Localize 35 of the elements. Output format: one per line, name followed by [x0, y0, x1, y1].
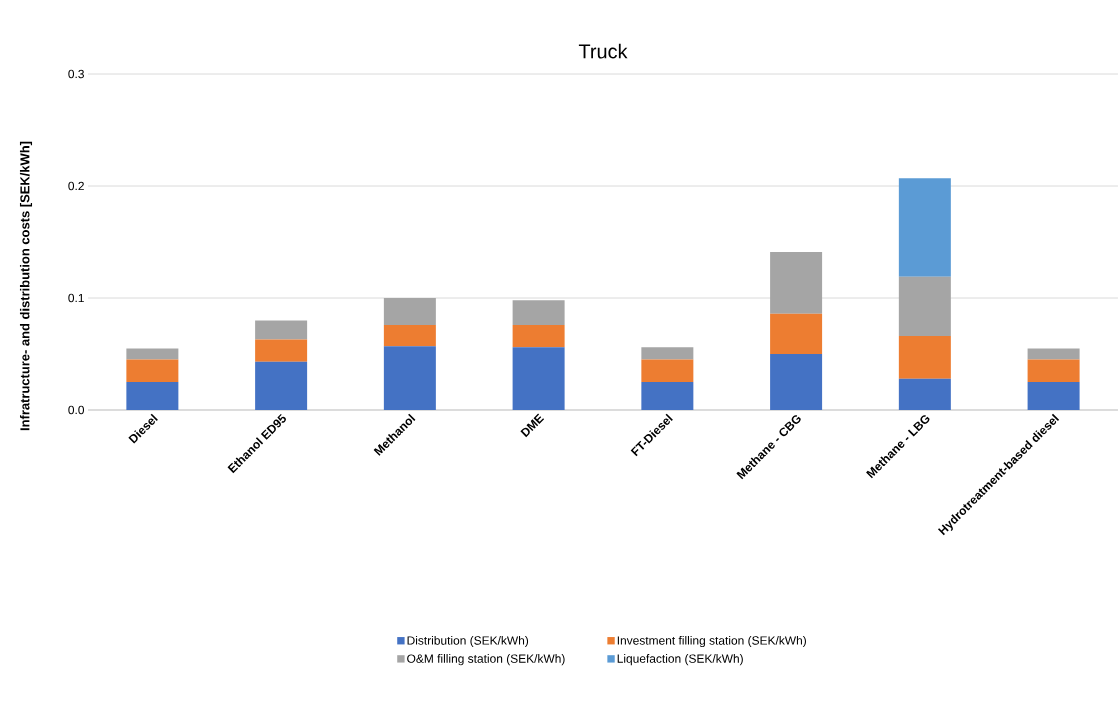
bar: [1027, 348, 1080, 360]
bar: [383, 298, 436, 325]
bar: [770, 354, 823, 410]
bar: [512, 324, 565, 348]
bar: [898, 178, 951, 277]
bar: [641, 359, 694, 382]
bar: [898, 378, 951, 410]
bar: [126, 359, 179, 382]
bar: [126, 382, 179, 410]
bar: [1027, 382, 1080, 410]
legend-label: Investment filling station (SEK/kWh): [617, 635, 806, 648]
bar: [383, 324, 436, 347]
bar: [641, 347, 694, 360]
y-tick-label: 0.2: [68, 181, 84, 191]
bar: [770, 252, 823, 314]
y-axis-title: Infratructure- and distribution costs [SEK/kWh]: [19, 141, 33, 431]
bar: [255, 320, 308, 340]
y-tick-label: 0.1: [68, 293, 84, 303]
legend-label: Distribution (SEK/kWh): [407, 635, 529, 648]
bar: [383, 346, 436, 410]
bar: [1027, 359, 1080, 382]
legend-label: Liquefaction (SEK/kWh): [617, 654, 743, 666]
y-tick-label: 0.0: [68, 405, 85, 415]
bar: [255, 339, 308, 362]
chart-title: Truck: [578, 43, 628, 59]
bar: [126, 348, 179, 360]
bar: [512, 300, 565, 325]
bar: [770, 313, 823, 354]
legend-label: O&M filling station (SEK/kWh): [407, 654, 565, 666]
bar: [641, 382, 694, 410]
y-tick-label: 0.3: [68, 69, 84, 79]
bar: [255, 361, 308, 410]
bar: [512, 347, 565, 410]
bar: [898, 336, 951, 379]
bar: [898, 276, 951, 337]
